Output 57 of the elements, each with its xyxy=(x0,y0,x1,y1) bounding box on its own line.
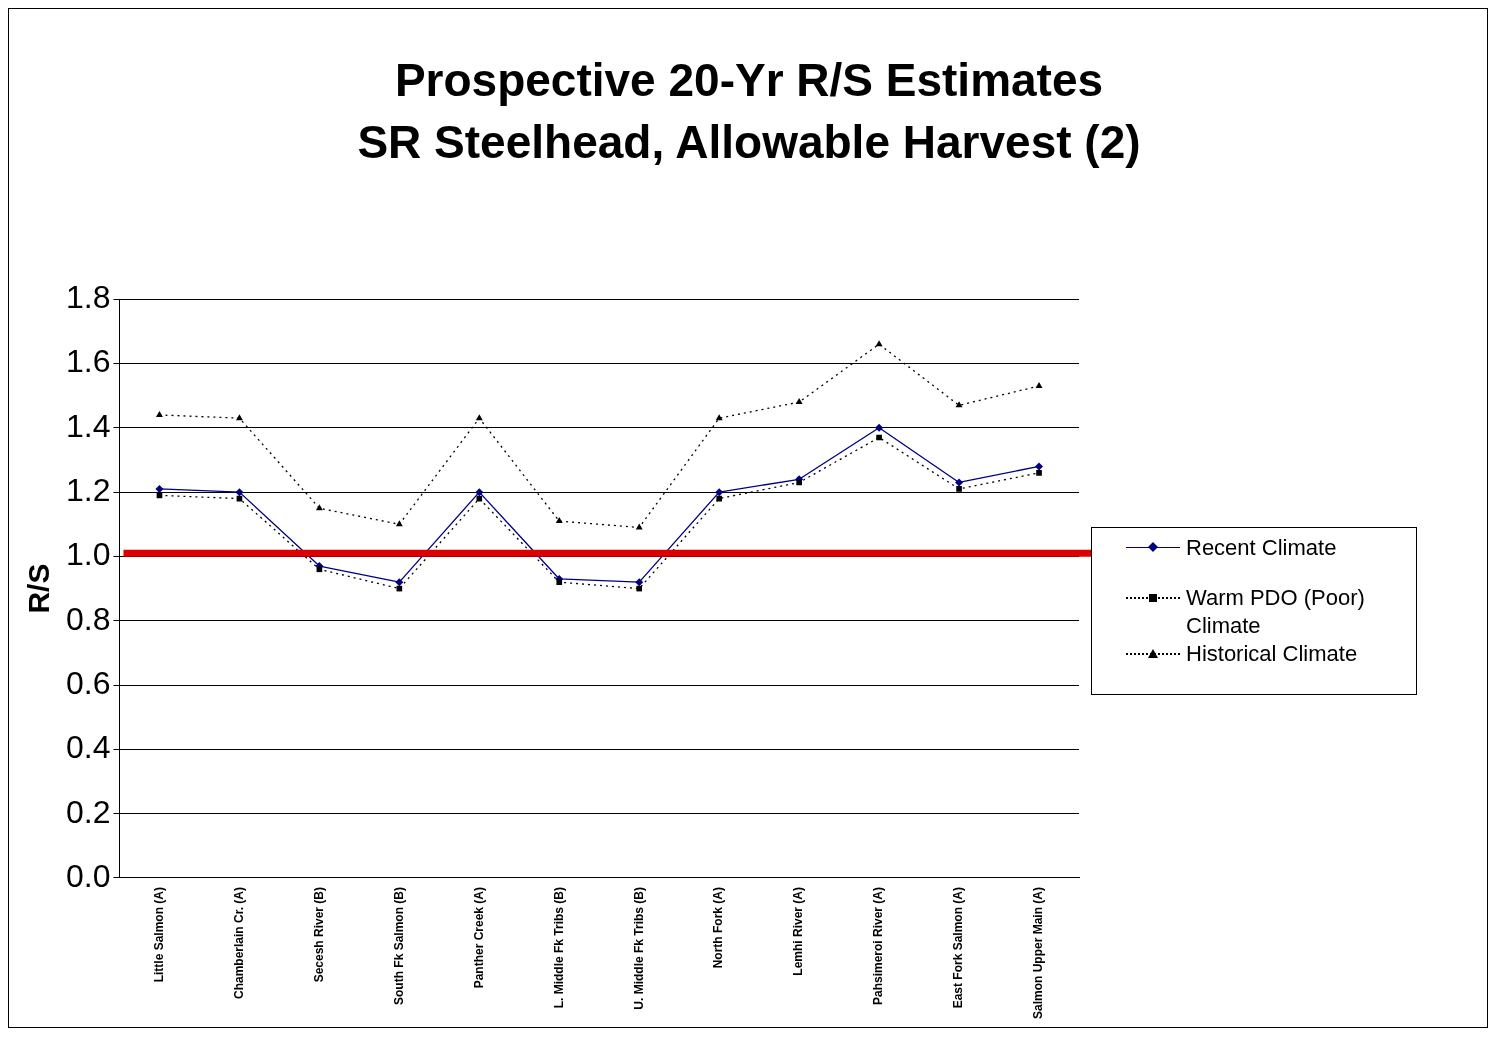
point xyxy=(395,578,404,587)
point xyxy=(155,484,164,493)
x-tick-label: East Fork Salmon (A) xyxy=(951,886,966,1009)
point xyxy=(315,504,323,511)
y-tick-label: 1.6 xyxy=(66,343,111,380)
point xyxy=(796,479,802,486)
x-tick-label: Panther Creek (A) xyxy=(471,886,486,989)
chart-title: Prospective 20-Yr R/S Estimates xyxy=(393,53,1105,108)
x-tick-label: U. Middle Fk Tribs (B) xyxy=(631,886,646,1010)
point xyxy=(795,398,803,405)
y-tick-label: 0.8 xyxy=(66,600,111,637)
point xyxy=(636,585,643,592)
x-tick-label: South Fk Salmon (B) xyxy=(391,886,406,1005)
y-tick-label: 0.6 xyxy=(66,664,111,701)
point xyxy=(156,410,163,417)
point xyxy=(716,495,723,502)
point xyxy=(715,488,724,497)
legend-label: Recent Climate xyxy=(1186,534,1338,562)
y-tick-label: 0.4 xyxy=(66,729,111,766)
x-tick-label: Lemhi River (A) xyxy=(791,886,806,976)
point xyxy=(235,414,243,421)
point xyxy=(715,414,723,421)
point xyxy=(956,486,962,492)
y-tick-label: 0.2 xyxy=(66,793,111,830)
point xyxy=(475,488,484,497)
point xyxy=(876,434,882,441)
x-tick-label: Salmon Upper Main (A) xyxy=(1031,886,1046,1020)
point xyxy=(955,478,964,487)
y-tick-label: 1.0 xyxy=(66,536,111,573)
y-axis-title: R/S xyxy=(22,563,56,614)
x-tick-label: Pahsimeroi River (A) xyxy=(871,886,886,1006)
point xyxy=(476,495,483,502)
point xyxy=(556,579,563,585)
point xyxy=(875,423,884,432)
point xyxy=(875,340,883,347)
point xyxy=(316,566,323,573)
point xyxy=(395,520,403,527)
point xyxy=(1035,462,1044,471)
legend-label: Historical Climate xyxy=(1186,640,1359,668)
point xyxy=(635,578,644,587)
point xyxy=(1036,470,1042,476)
x-tick-label: North Fork (A) xyxy=(711,886,726,969)
x-tick-label: Secesh River (B) xyxy=(311,886,326,983)
y-tick-label: 1.8 xyxy=(66,279,111,316)
y-tick-label: 1.4 xyxy=(66,407,111,444)
legend-label: Warm PDO (Poor) Climate xyxy=(1186,584,1366,640)
x-tick-label: Little Salmon (A) xyxy=(151,886,166,983)
point xyxy=(1035,382,1043,389)
point xyxy=(635,523,643,530)
point xyxy=(235,488,244,497)
y-tick-label: 0.0 xyxy=(66,857,111,894)
x-tick-label: L. Middle Fk Tribs (B) xyxy=(551,886,566,1009)
y-tick-label: 1.2 xyxy=(66,471,111,508)
point xyxy=(475,414,483,421)
chart-subtitle: SR Steelhead, Allowable Harvest (2) xyxy=(356,115,1142,170)
x-tick-label: Chamberlain Cr. (A) xyxy=(231,886,246,1000)
point xyxy=(555,517,563,524)
